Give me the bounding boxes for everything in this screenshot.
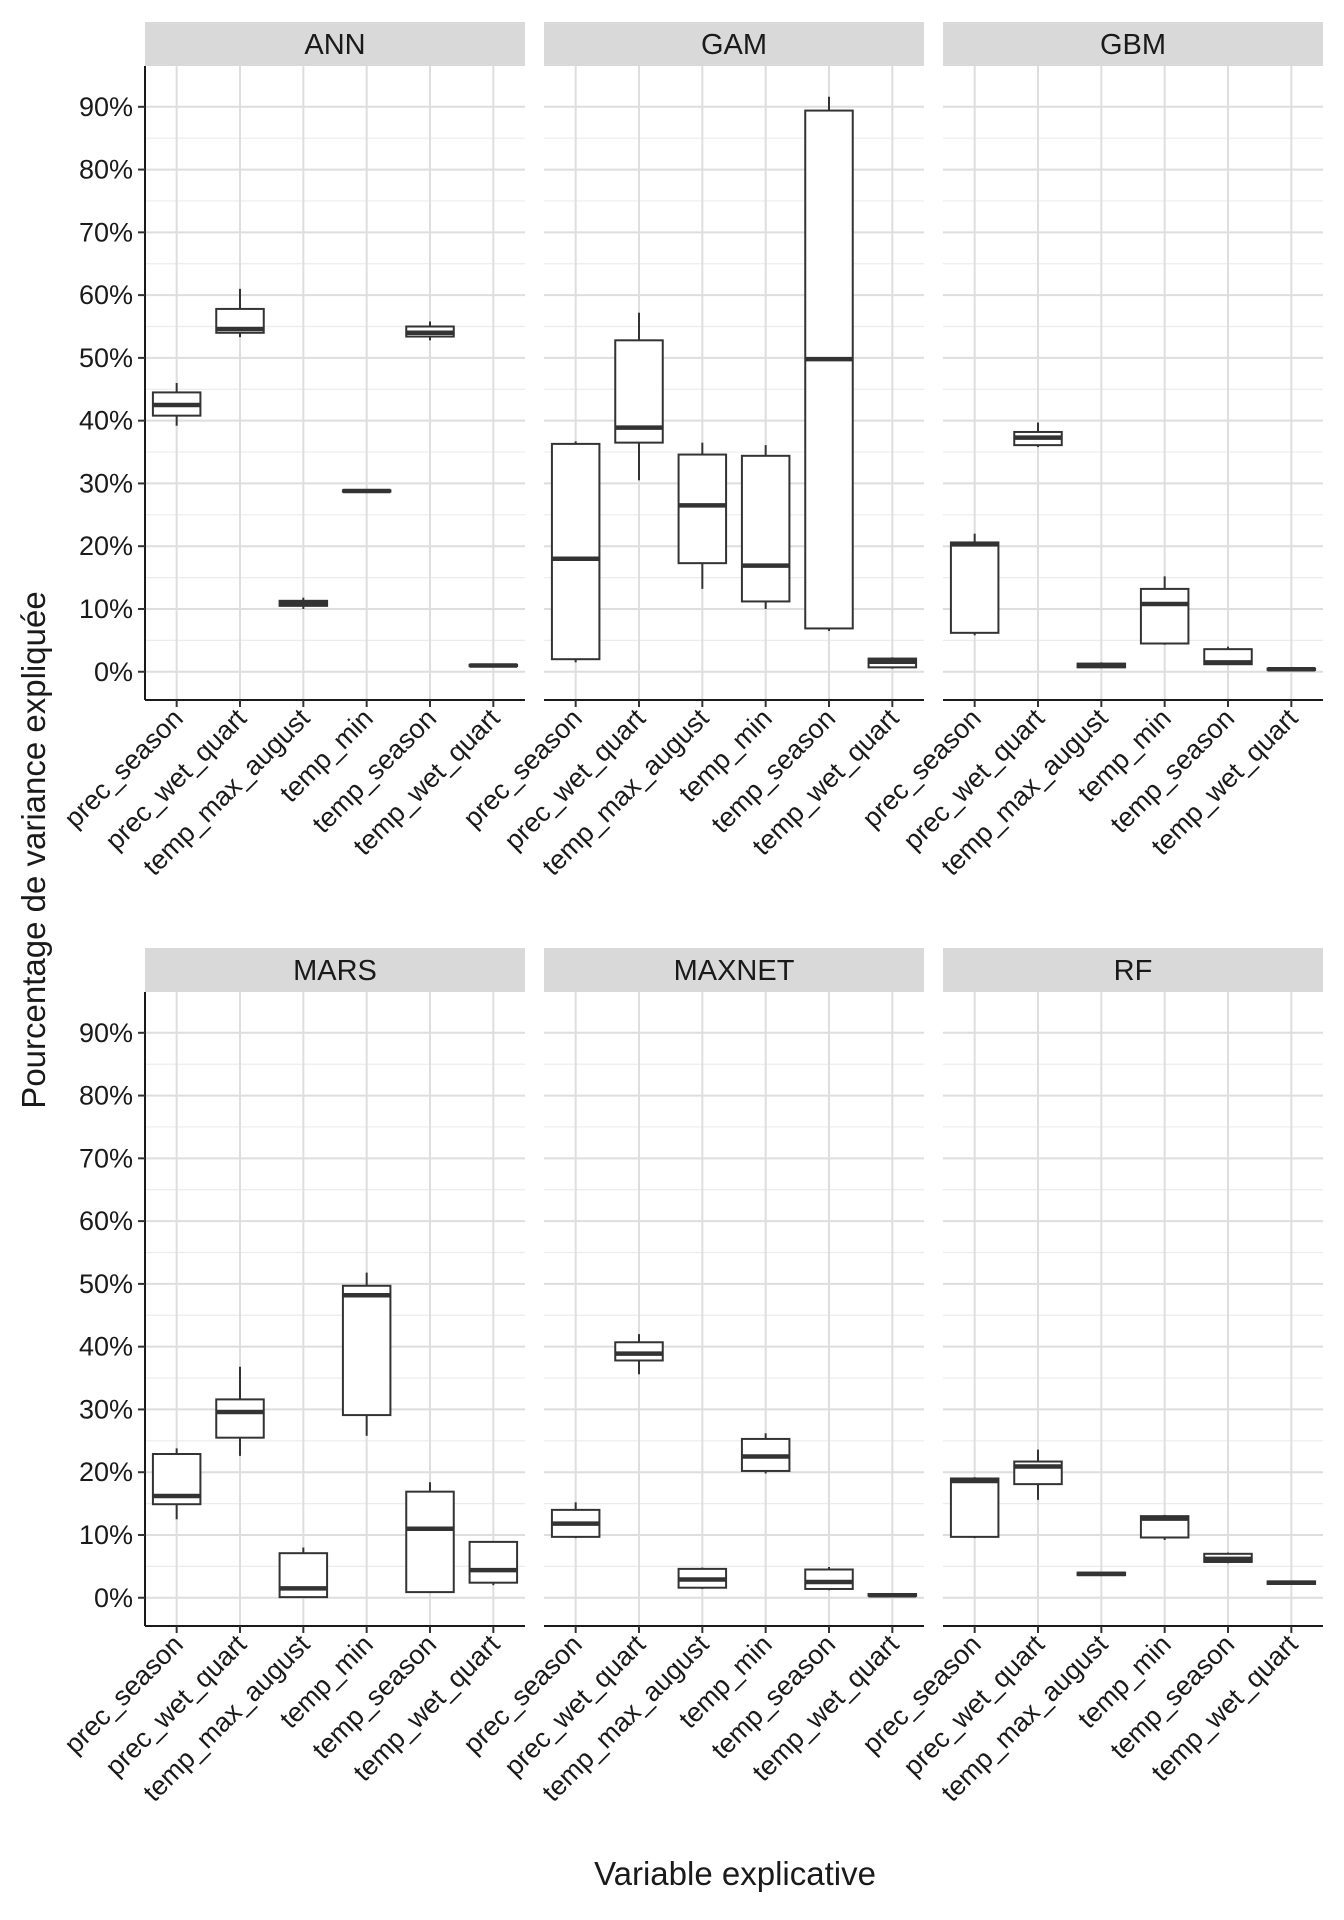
facet-panel: MARS0%10%20%30%40%50%60%70%80%90%prec_se… <box>58 948 525 1807</box>
boxplot <box>677 442 728 589</box>
boxplot <box>1139 1514 1190 1541</box>
facet-panel: GAMprec_seasonprec_wet_quarttemp_max_aug… <box>457 22 924 881</box>
boxplot <box>1203 1552 1253 1564</box>
boxplot <box>1013 1449 1063 1500</box>
facet-panel: ANN0%10%20%30%40%50%60%70%80%90%prec_sea… <box>58 22 525 881</box>
boxplot <box>614 312 664 481</box>
box-iqr <box>341 1284 392 1417</box>
facet-strip <box>544 948 924 992</box>
boxplot <box>804 1566 854 1591</box>
x-axis-title: Variable explicative <box>594 1855 876 1892</box>
y-tick-label: 20% <box>79 1457 133 1487</box>
boxplot <box>614 1334 664 1375</box>
y-tick-label: 10% <box>79 594 133 624</box>
y-tick-label: 10% <box>79 1520 133 1550</box>
boxplot <box>949 533 1000 636</box>
facet-strip-label: ANN <box>304 29 365 61</box>
facet-strip <box>943 948 1323 992</box>
box-iqr <box>949 1477 1000 1538</box>
boxplot <box>1266 666 1317 672</box>
y-tick-label: 80% <box>79 155 133 185</box>
y-tick-label: 40% <box>79 406 133 436</box>
boxplot <box>1203 646 1253 666</box>
y-tick-label: 90% <box>79 92 133 122</box>
y-tick-label: 70% <box>79 217 133 247</box>
boxplot <box>215 1366 265 1456</box>
boxplot <box>867 657 918 669</box>
box-iqr <box>468 1540 519 1584</box>
facet-strip-label: RF <box>1114 955 1153 987</box>
facet-panel: MAXNETprec_seasonprec_wet_quarttemp_max_… <box>457 948 924 1807</box>
y-tick-label: 30% <box>79 1394 133 1424</box>
boxplot <box>550 441 601 663</box>
boxplot <box>1013 422 1063 448</box>
facet-strip <box>145 948 525 992</box>
facet-strip-label: GBM <box>1100 29 1166 61</box>
box-iqr <box>215 1398 265 1439</box>
facet-panel: GBMprec_seasonprec_wet_quarttemp_max_aug… <box>856 22 1323 881</box>
y-tick-label: 60% <box>79 280 133 310</box>
boxplot <box>949 1477 1000 1539</box>
boxplot <box>677 1567 728 1589</box>
boxplot <box>405 321 455 341</box>
facet-strip <box>943 22 1323 66</box>
boxplot <box>740 445 791 609</box>
box-iqr <box>804 109 854 630</box>
boxplot <box>468 1540 519 1586</box>
boxplot <box>278 1547 329 1599</box>
y-tick-label: 0% <box>94 657 133 687</box>
facet-strip <box>145 22 525 66</box>
boxplot <box>278 597 329 609</box>
boxplot <box>215 288 265 338</box>
boxplot <box>151 1448 202 1520</box>
boxplot <box>1266 1580 1317 1585</box>
y-tick-label: 0% <box>94 1583 133 1613</box>
facet-strip-label: MAXNET <box>674 955 795 987</box>
boxplot <box>550 1502 601 1539</box>
box-iqr <box>740 454 791 603</box>
box-iqr <box>1139 1515 1190 1539</box>
y-tick-label: 60% <box>79 1206 133 1236</box>
box-iqr <box>550 442 601 661</box>
boxplot <box>1076 662 1127 669</box>
boxplot <box>405 1482 455 1594</box>
boxplot <box>740 1433 791 1474</box>
facet-panel: RFprec_seasonprec_wet_quarttemp_max_augu… <box>856 948 1323 1807</box>
y-tick-label: 80% <box>79 1081 133 1111</box>
y-tick-label: 90% <box>79 1018 133 1048</box>
boxplot <box>1076 1571 1127 1577</box>
boxplot <box>867 1592 918 1598</box>
boxplot <box>341 1272 392 1436</box>
boxplot <box>804 96 854 631</box>
facet-strip-label: GAM <box>701 29 767 61</box>
boxplot <box>151 383 202 426</box>
box-iqr <box>804 1568 854 1590</box>
y-tick-label: 70% <box>79 1143 133 1173</box>
boxplot <box>341 488 392 494</box>
y-axis-title: Pourcentage de variance expliquée <box>15 591 52 1108</box>
y-tick-label: 30% <box>79 468 133 498</box>
y-tick-label: 50% <box>79 343 133 373</box>
box-iqr <box>677 453 728 565</box>
facet-panels: ANN0%10%20%30%40%50%60%70%80%90%prec_sea… <box>58 22 1323 1807</box>
box-iqr <box>949 541 1000 634</box>
box-iqr <box>405 1490 455 1594</box>
facet-strip <box>544 22 924 66</box>
y-tick-label: 20% <box>79 531 133 561</box>
y-tick-label: 50% <box>79 1269 133 1299</box>
facet-strip-label: MARS <box>293 955 377 987</box>
boxplot <box>1139 576 1190 645</box>
boxplot <box>468 663 519 668</box>
y-tick-label: 40% <box>79 1332 133 1362</box>
box-iqr <box>1139 587 1190 645</box>
